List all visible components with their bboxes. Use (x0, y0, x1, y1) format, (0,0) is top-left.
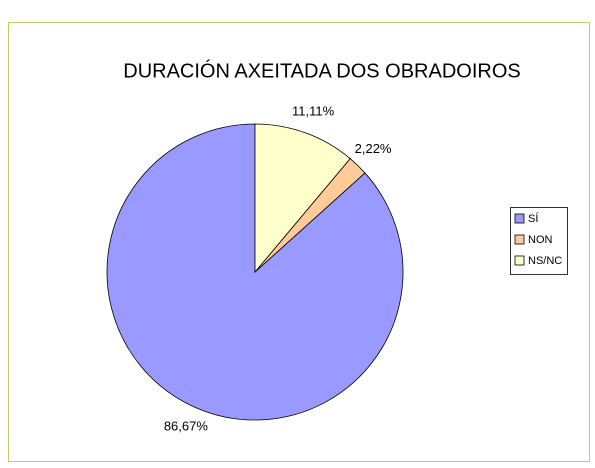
legend-swatch (514, 255, 525, 266)
chart-title: DURACIÓN AXEITADA DOS OBRADOIROS (123, 59, 520, 82)
data-label: 86,67% (164, 419, 209, 434)
pie-slice (254, 123, 351, 274)
data-label: 2,22% (355, 141, 392, 156)
data-label: 11,11% (292, 104, 335, 119)
legend-label: NON (528, 234, 553, 246)
legend-swatch (514, 213, 525, 224)
legend-label: SÍ (528, 212, 539, 225)
legend-label: NS/NC (528, 255, 562, 267)
legend-swatch (514, 234, 525, 245)
